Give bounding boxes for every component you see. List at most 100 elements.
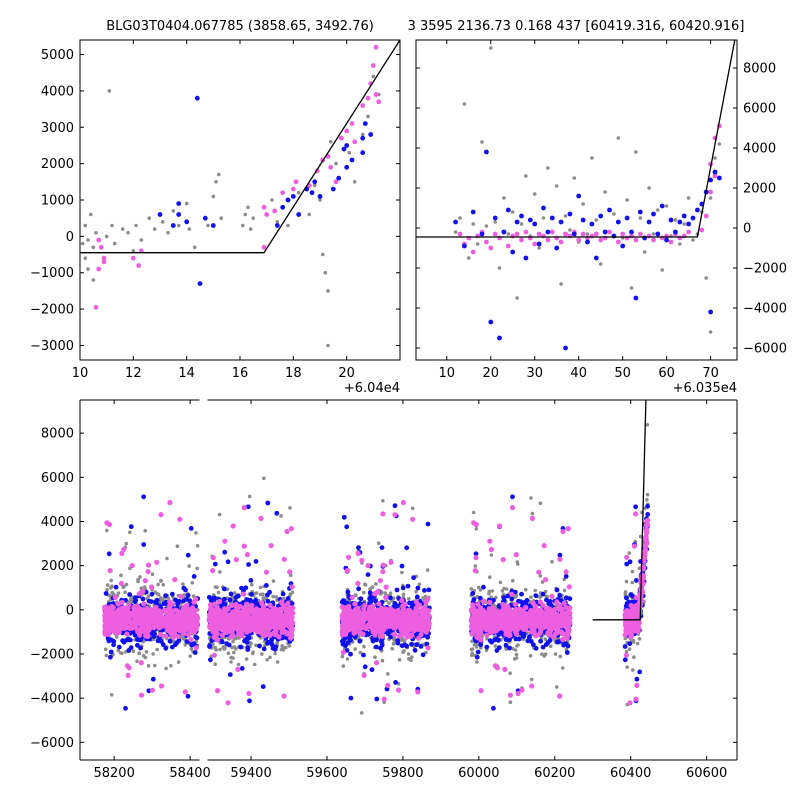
data-point bbox=[244, 552, 250, 558]
data-point bbox=[145, 569, 151, 575]
data-point bbox=[179, 613, 185, 619]
data-point bbox=[422, 588, 427, 593]
data-point bbox=[523, 587, 528, 592]
data-point bbox=[512, 657, 517, 661]
data-point bbox=[480, 140, 484, 144]
data-point bbox=[135, 642, 140, 648]
data-point bbox=[344, 143, 350, 148]
data-point bbox=[185, 593, 191, 598]
data-point bbox=[515, 560, 520, 564]
data-point bbox=[352, 139, 358, 145]
data-point bbox=[673, 218, 678, 222]
data-point bbox=[296, 190, 301, 195]
data-point bbox=[138, 645, 144, 651]
data-point bbox=[130, 255, 136, 261]
x-offset-label: +6.04e4 bbox=[344, 381, 400, 396]
data-point bbox=[387, 601, 391, 605]
data-point bbox=[581, 202, 585, 206]
data-point bbox=[656, 208, 660, 212]
data-point bbox=[511, 578, 515, 583]
data-point bbox=[347, 150, 352, 155]
axes-frame bbox=[415, 39, 738, 361]
data-point bbox=[105, 528, 109, 533]
data-point bbox=[282, 596, 286, 601]
data-point bbox=[360, 132, 365, 137]
data-point bbox=[376, 541, 381, 545]
xtick-label: 70 bbox=[702, 366, 719, 381]
data-point bbox=[129, 563, 135, 569]
data-point bbox=[598, 213, 604, 219]
data-point bbox=[175, 601, 181, 606]
data-point bbox=[188, 526, 194, 531]
data-point bbox=[127, 592, 132, 597]
data-point bbox=[171, 209, 176, 213]
data-point bbox=[540, 652, 544, 656]
data-point bbox=[462, 243, 467, 249]
data-point bbox=[376, 99, 382, 105]
data-point bbox=[418, 644, 424, 649]
data-point bbox=[141, 601, 147, 607]
data-point bbox=[394, 587, 400, 593]
data-point bbox=[704, 276, 708, 280]
data-point bbox=[86, 267, 90, 271]
data-point bbox=[108, 654, 113, 660]
data-point bbox=[373, 92, 379, 97]
xtick-label: 14 bbox=[178, 366, 195, 381]
data-point bbox=[627, 641, 633, 646]
data-point bbox=[622, 657, 628, 663]
data-point bbox=[399, 563, 405, 569]
data-point bbox=[402, 649, 406, 653]
data-point bbox=[267, 602, 273, 608]
data-point bbox=[470, 591, 476, 596]
data-point bbox=[254, 643, 258, 648]
data-point bbox=[703, 213, 709, 219]
data-point bbox=[251, 216, 256, 220]
data-point bbox=[365, 572, 371, 577]
data-point bbox=[488, 575, 492, 579]
data-point bbox=[151, 652, 155, 656]
data-point bbox=[181, 585, 187, 591]
data-point bbox=[471, 510, 476, 515]
data-point bbox=[323, 270, 328, 275]
data-point bbox=[185, 552, 191, 558]
ytick-label: 0 bbox=[743, 222, 751, 237]
data-point bbox=[258, 515, 264, 522]
data-point bbox=[607, 229, 612, 235]
data-point bbox=[157, 609, 163, 615]
data-point bbox=[533, 593, 539, 598]
data-point bbox=[546, 601, 552, 606]
data-point bbox=[267, 589, 272, 595]
data-point bbox=[519, 237, 524, 243]
data-point bbox=[358, 650, 363, 655]
data-point bbox=[230, 523, 236, 529]
data-point bbox=[348, 695, 354, 701]
data-point bbox=[226, 642, 232, 648]
data-point bbox=[554, 245, 560, 251]
data-point bbox=[395, 640, 401, 646]
data-point bbox=[197, 281, 203, 286]
data-point bbox=[598, 262, 603, 266]
data-point bbox=[91, 245, 96, 250]
data-point bbox=[555, 685, 559, 689]
data-point bbox=[541, 233, 546, 239]
data-point bbox=[647, 186, 651, 190]
data-point bbox=[637, 637, 642, 641]
data-point bbox=[221, 586, 227, 592]
series-blue bbox=[453, 149, 722, 351]
data-point bbox=[167, 499, 173, 506]
data-point bbox=[589, 233, 595, 239]
xtick-label: 50 bbox=[614, 366, 631, 381]
data-point bbox=[112, 594, 118, 601]
data-point bbox=[285, 197, 291, 203]
data-point bbox=[194, 95, 200, 101]
data-point bbox=[326, 343, 330, 348]
data-point bbox=[232, 650, 236, 655]
data-point bbox=[567, 211, 573, 217]
series-gray bbox=[103, 423, 650, 715]
data-point bbox=[121, 585, 125, 590]
data-point bbox=[352, 180, 357, 184]
data-point bbox=[328, 140, 333, 144]
title-left: BLG03T0404.067785 (3858.65, 3492.76) bbox=[106, 19, 374, 34]
data-point bbox=[260, 652, 264, 656]
data-point bbox=[185, 693, 191, 699]
